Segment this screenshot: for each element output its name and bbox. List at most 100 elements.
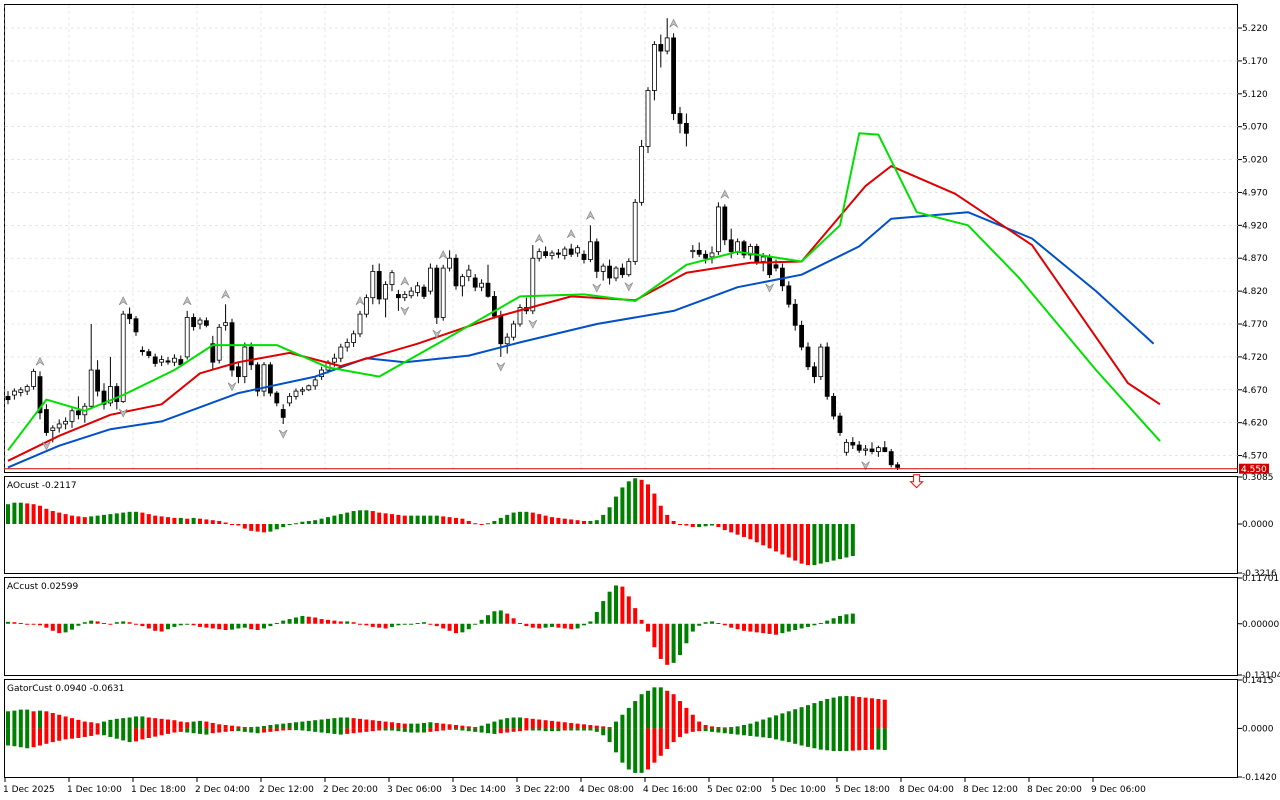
upper-bar[interactable]: [204, 721, 209, 729]
upper-bar[interactable]: [396, 722, 401, 729]
histogram-bar[interactable]: [185, 518, 190, 525]
histogram-bar[interactable]: [633, 478, 638, 525]
candlestick-series[interactable]: [5, 18, 900, 471]
upper-bar[interactable]: [511, 717, 516, 729]
lower-bar[interactable]: [774, 728, 778, 740]
histogram-bar[interactable]: [422, 622, 426, 624]
histogram-bar[interactable]: [345, 512, 350, 525]
histogram-bar[interactable]: [364, 510, 369, 525]
bear-candle[interactable]: [101, 390, 107, 405]
histogram-bar[interactable]: [703, 622, 708, 624]
histogram-bar[interactable]: [198, 518, 202, 525]
lower-bar[interactable]: [31, 728, 36, 748]
histogram-bar[interactable]: [575, 520, 580, 525]
upper-bar[interactable]: [748, 723, 753, 729]
bull-candle[interactable]: [223, 322, 229, 326]
lower-bar[interactable]: [434, 728, 439, 732]
histogram-bar[interactable]: [44, 508, 49, 525]
histogram-bar[interactable]: [306, 616, 311, 624]
upper-bar[interactable]: [255, 726, 260, 729]
upper-bar[interactable]: [690, 714, 695, 729]
lower-bar[interactable]: [857, 728, 862, 751]
upper-bar[interactable]: [876, 698, 881, 729]
histogram-bar[interactable]: [786, 524, 791, 558]
upper-bar[interactable]: [370, 720, 375, 729]
histogram-bar[interactable]: [639, 619, 644, 624]
lower-bar[interactable]: [582, 728, 586, 731]
bear-candle[interactable]: [728, 239, 734, 253]
lower-bar[interactable]: [524, 728, 529, 731]
lower-bar[interactable]: [575, 728, 580, 731]
bull-candle[interactable]: [652, 44, 657, 91]
lower-bar[interactable]: [217, 728, 222, 733]
upper-bar[interactable]: [818, 701, 823, 729]
bull-candle[interactable]: [69, 410, 75, 422]
lower-bar[interactable]: [18, 728, 23, 748]
bull-candle[interactable]: [876, 447, 881, 453]
histogram-bar[interactable]: [204, 519, 209, 525]
bear-candle[interactable]: [498, 315, 504, 345]
upper-bar[interactable]: [492, 721, 497, 729]
histogram-bar[interactable]: [217, 520, 222, 525]
histogram-bar[interactable]: [409, 515, 414, 525]
upper-bar[interactable]: [319, 719, 324, 729]
lower-bar[interactable]: [428, 728, 433, 732]
upper-bar[interactable]: [780, 713, 785, 729]
histogram-bar[interactable]: [159, 516, 164, 525]
bear-candle[interactable]: [210, 343, 216, 363]
upper-bar[interactable]: [716, 727, 721, 729]
histogram-bar[interactable]: [338, 621, 343, 624]
upper-bar[interactable]: [300, 721, 305, 729]
upper-bar[interactable]: [172, 720, 177, 729]
lower-bar[interactable]: [345, 728, 350, 734]
upper-bar[interactable]: [306, 720, 311, 729]
histogram-bar[interactable]: [38, 505, 42, 525]
lower-bar[interactable]: [447, 728, 452, 730]
histogram-bar[interactable]: [761, 623, 766, 634]
histogram-bar[interactable]: [626, 596, 631, 624]
bear-candle[interactable]: [556, 252, 561, 255]
histogram-bar[interactable]: [377, 623, 382, 628]
histogram-bar[interactable]: [825, 524, 830, 563]
lower-bar[interactable]: [396, 728, 401, 732]
histogram-bar[interactable]: [492, 520, 497, 525]
upper-bar[interactable]: [185, 722, 190, 729]
histogram-bar[interactable]: [434, 623, 439, 627]
histogram-bar[interactable]: [652, 623, 657, 648]
upper-bar[interactable]: [345, 717, 350, 729]
lower-bar[interactable]: [684, 728, 689, 734]
histogram-bar[interactable]: [300, 521, 305, 525]
bear-candle[interactable]: [248, 346, 254, 366]
upper-bar[interactable]: [332, 718, 337, 729]
upper-bar[interactable]: [588, 724, 593, 729]
upper-bar[interactable]: [799, 707, 804, 729]
histogram-bar[interactable]: [70, 623, 74, 630]
histogram-bar[interactable]: [844, 524, 849, 558]
histogram-bar[interactable]: [735, 623, 740, 630]
histogram-bar[interactable]: [793, 524, 798, 561]
lower-bar[interactable]: [646, 728, 650, 770]
upper-bar[interactable]: [236, 726, 241, 729]
histogram-bar[interactable]: [511, 618, 516, 624]
upper-bar[interactable]: [12, 710, 17, 729]
lower-bar[interactable]: [614, 728, 618, 753]
lower-bar[interactable]: [274, 728, 279, 732]
histogram-bar[interactable]: [82, 622, 87, 624]
lower-bar[interactable]: [742, 728, 746, 736]
lower-bar[interactable]: [204, 728, 209, 735]
histogram-bar[interactable]: [850, 524, 855, 556]
bull-candle[interactable]: [11, 390, 17, 396]
bull-candle[interactable]: [645, 90, 651, 147]
upper-bar[interactable]: [857, 696, 862, 729]
upper-bar[interactable]: [518, 717, 522, 729]
upper-bar[interactable]: [249, 727, 254, 729]
histogram-bar[interactable]: [38, 623, 42, 626]
upper-bar[interactable]: [377, 720, 382, 729]
lower-bar[interactable]: [710, 728, 714, 732]
upper-bar[interactable]: [102, 721, 106, 729]
histogram-bar[interactable]: [466, 520, 471, 525]
bull-candle[interactable]: [18, 389, 24, 393]
histogram-bar[interactable]: [774, 623, 778, 635]
upper-bar[interactable]: [806, 705, 810, 729]
lower-bar[interactable]: [178, 728, 183, 732]
